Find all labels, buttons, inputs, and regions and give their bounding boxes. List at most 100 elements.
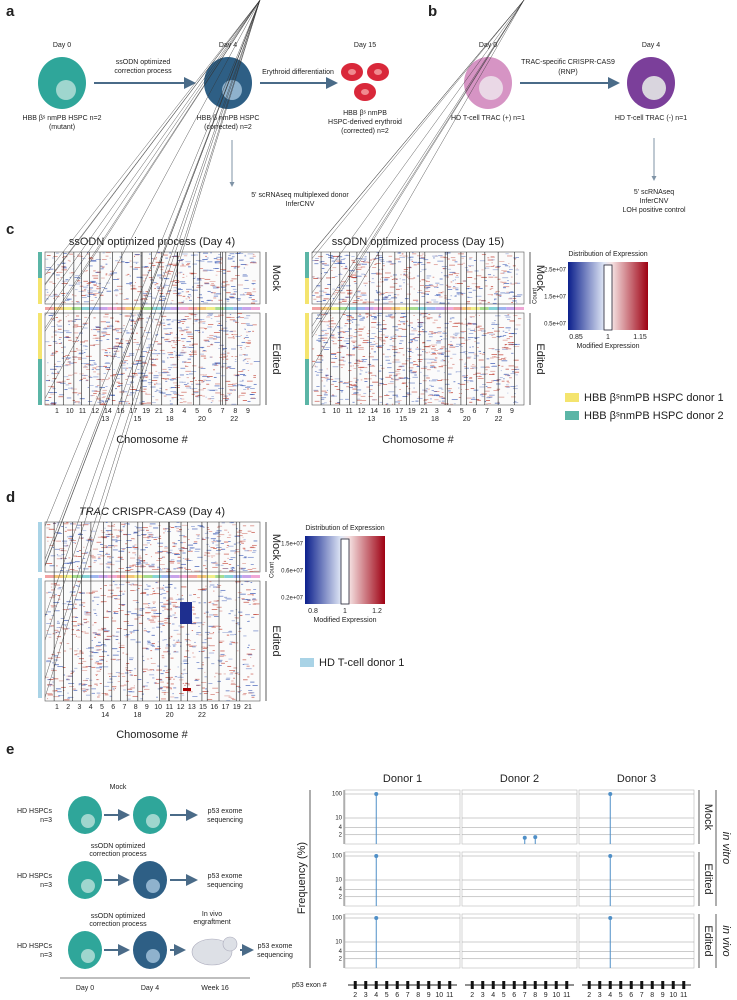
heatmap-cell	[388, 260, 392, 262]
heatmap-cell	[419, 271, 422, 273]
heatmap-cell	[334, 386, 338, 387]
heatmap-cell	[48, 345, 52, 346]
heatmap-cell	[487, 294, 493, 296]
heatmap-cell	[393, 278, 398, 280]
heatmap-cell	[59, 642, 63, 644]
heatmap-cell	[167, 584, 173, 585]
heatmap-cell	[248, 689, 253, 691]
heatmap-cell	[353, 281, 356, 282]
heatmap-cell	[163, 597, 167, 599]
heatmap-cell	[156, 283, 159, 285]
heatmap-cell	[118, 343, 124, 344]
heatmap-cell	[312, 260, 319, 261]
heatmap-cell	[171, 636, 173, 638]
heatmap-cell	[52, 294, 59, 296]
heatmap-cell	[201, 301, 204, 302]
heatmap-cell	[321, 380, 323, 382]
heatmap-cell	[179, 374, 184, 376]
heatmap-cell	[170, 391, 177, 393]
heatmap-cell	[80, 688, 86, 690]
heatmap-cell	[239, 615, 243, 616]
heatmap-cell	[72, 392, 78, 394]
heatmap-cell	[207, 290, 211, 292]
heatmap-cell	[96, 366, 99, 368]
heatmap-cell	[366, 386, 370, 388]
heatmap-cell	[71, 616, 77, 618]
heatmap-cell	[343, 360, 346, 362]
heatmap-cell	[443, 397, 446, 399]
heatmap-cell	[85, 614, 91, 616]
heatmap-cell	[60, 277, 63, 278]
heatmap-cell	[428, 331, 434, 333]
x-tick-label: 8	[533, 992, 537, 999]
heatmap-cell	[481, 334, 487, 336]
heatmap-cell	[449, 264, 456, 266]
heatmap-cell	[148, 277, 153, 279]
heatmap-cell	[46, 267, 52, 268]
heatmap-cell	[415, 400, 419, 402]
heatmap-cell	[168, 679, 171, 680]
x-label: p53 exon #	[292, 982, 327, 989]
heatmap-cell	[433, 264, 438, 266]
heatmap-cell	[177, 394, 181, 396]
heatmap-cell	[172, 552, 174, 554]
heatmap-cell	[158, 623, 164, 625]
colorbar-xtick: 0.8	[308, 608, 318, 615]
heatmap-cell	[148, 525, 152, 527]
heatmap-cell	[101, 380, 104, 382]
heatmap-cell	[161, 690, 167, 692]
heatmap-cell	[175, 333, 178, 335]
heatmap-cell	[441, 403, 445, 404]
heatmap-cell	[373, 351, 377, 353]
heatmap-cell	[92, 624, 94, 626]
heatmap-cell	[317, 358, 322, 360]
heatmap-cell	[434, 286, 436, 288]
heatmap-cell	[207, 555, 210, 557]
heatmap-cell	[392, 394, 398, 396]
chrom-strip	[391, 307, 401, 310]
heatmap-cell	[243, 663, 249, 665]
heatmap-cell	[184, 570, 186, 572]
heatmap-cell	[439, 278, 443, 280]
heatmap-cell	[152, 606, 156, 608]
heatmap-cell	[112, 688, 115, 690]
heatmap-cell	[77, 255, 84, 257]
heatmap-cell	[211, 300, 213, 302]
heatmap-cell	[55, 317, 58, 318]
heatmap-cell	[49, 597, 55, 599]
heatmap-cell	[480, 394, 484, 396]
heatmap-cell	[176, 633, 181, 635]
heatmap-cell	[419, 383, 422, 384]
heatmap-cell	[223, 655, 227, 657]
heatmap-cell	[130, 392, 135, 394]
heatmap-cell	[177, 272, 181, 274]
heatmap-cell	[409, 286, 413, 288]
chrom-strip	[224, 307, 234, 310]
heatmap-cell	[412, 371, 417, 373]
seq-label: sequencing	[257, 952, 293, 959]
heatmap-cell	[382, 297, 388, 299]
heatmap-cell	[410, 372, 417, 374]
heatmap-cell	[117, 659, 121, 660]
heatmap-cell	[494, 299, 496, 301]
heatmap-cell	[417, 263, 420, 265]
nucleus	[56, 80, 76, 100]
heatmap-cell	[369, 345, 374, 347]
heatmap-cell	[360, 395, 366, 397]
heatmap-cell	[173, 341, 178, 343]
heatmap-cell	[247, 361, 249, 362]
heatmap-cell	[191, 273, 197, 274]
heatmap-cell	[158, 372, 161, 374]
heatmap-cell	[150, 556, 152, 558]
heatmap-cell	[494, 402, 500, 404]
exon-box	[608, 981, 612, 989]
chrom-strip	[373, 307, 383, 310]
heatmap-cell	[380, 328, 387, 330]
heatmap-cell	[484, 280, 487, 281]
heatmap-cell	[434, 357, 438, 359]
heatmap-cell	[232, 383, 236, 385]
chrom-label: 16	[210, 704, 218, 711]
heatmap-cell	[106, 369, 111, 370]
heatmap-cell	[95, 397, 101, 399]
readout: LOH positive control	[622, 207, 685, 214]
